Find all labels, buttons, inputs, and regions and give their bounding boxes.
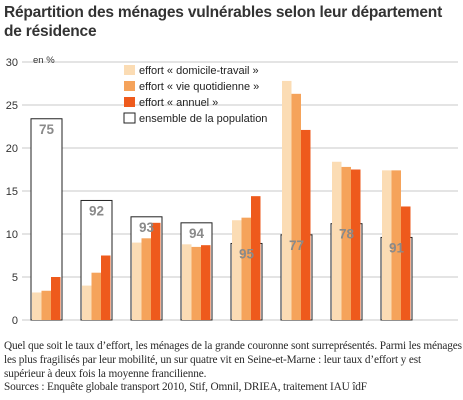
chart-panel: 0 5 10 15 20 25 30 en % 75 92 93 94 95 77 78 91 effor…	[0, 48, 463, 331]
category-label-92: 92	[89, 203, 104, 218]
bar-91-s2	[391, 170, 401, 320]
bar-92-s3	[101, 255, 111, 320]
chart-title: Répartition des ménages vulnérables selo…	[4, 4, 443, 40]
bar-91-s1	[382, 170, 392, 320]
y-tick-label: 10	[6, 229, 18, 241]
legend-swatch-4	[123, 112, 136, 124]
category-label-94: 94	[189, 226, 205, 241]
bar-95-s3	[251, 196, 261, 320]
legend-swatch-1	[124, 65, 135, 75]
bar-75-s1	[32, 292, 42, 320]
y-tick-label: 25	[6, 100, 18, 112]
legend-swatch-2	[124, 81, 135, 91]
bar-95-s2	[241, 217, 251, 320]
y-tick-label: 5	[12, 272, 18, 284]
y-axis-unit: en %	[33, 55, 55, 66]
legend-label-3: effort « annuel »	[139, 97, 218, 109]
bar-94-s3	[201, 245, 211, 320]
bar-93-s2	[141, 238, 151, 320]
y-tick-label: 20	[6, 143, 18, 155]
bar-94-s2	[191, 246, 201, 320]
chart-caption: Quel que soit le taux d’effort, les ména…	[4, 340, 462, 380]
legend-label-1: effort « domicile-travail »	[139, 65, 259, 77]
y-axis-ticks: 0 5 10 15 20 25 30	[6, 57, 18, 327]
category-label-77: 77	[289, 238, 304, 253]
bar-78-s2	[341, 166, 351, 320]
bar-77-s2	[291, 93, 301, 320]
bar-75-s3	[51, 277, 61, 320]
bars	[32, 80, 411, 320]
legend: effort « domicile-travail » effort « vie …	[123, 65, 267, 125]
category-label-93: 93	[139, 220, 155, 235]
bar-92-s1	[82, 285, 92, 320]
bar-93-s1	[132, 242, 142, 320]
bar-chart: 0 5 10 15 20 25 30 en % 75 92 93 94 95 77 78 91 effor…	[6, 55, 458, 327]
bar-93-s3	[151, 222, 161, 320]
bar-78-s3	[351, 169, 361, 320]
bar-77-s3	[301, 129, 311, 320]
legend-label-2: effort « vie quotidienne »	[139, 81, 259, 93]
legend-label-4: ensemble de la population	[139, 113, 267, 125]
bar-94-s1	[182, 244, 192, 320]
legend-swatch-3	[124, 97, 135, 107]
bar-92-s2	[91, 272, 101, 320]
bar-77-s1	[282, 80, 292, 320]
source-note: Sources : Enquête globale transport 2010…	[4, 381, 367, 393]
category-label-91: 91	[389, 240, 405, 255]
y-tick-label: 0	[12, 315, 18, 327]
bar-95-s1	[232, 220, 242, 320]
category-label-78: 78	[339, 227, 355, 242]
category-labels: 75 92 93 94 95 77 78 91	[39, 122, 405, 262]
y-tick-label: 30	[6, 57, 18, 69]
category-label-75: 75	[39, 122, 55, 137]
category-label-95: 95	[239, 246, 255, 261]
bar-75-s2	[41, 290, 51, 320]
bar-91-s3	[401, 206, 411, 320]
bar-78-s1	[332, 161, 342, 320]
y-tick-label: 15	[6, 186, 18, 198]
